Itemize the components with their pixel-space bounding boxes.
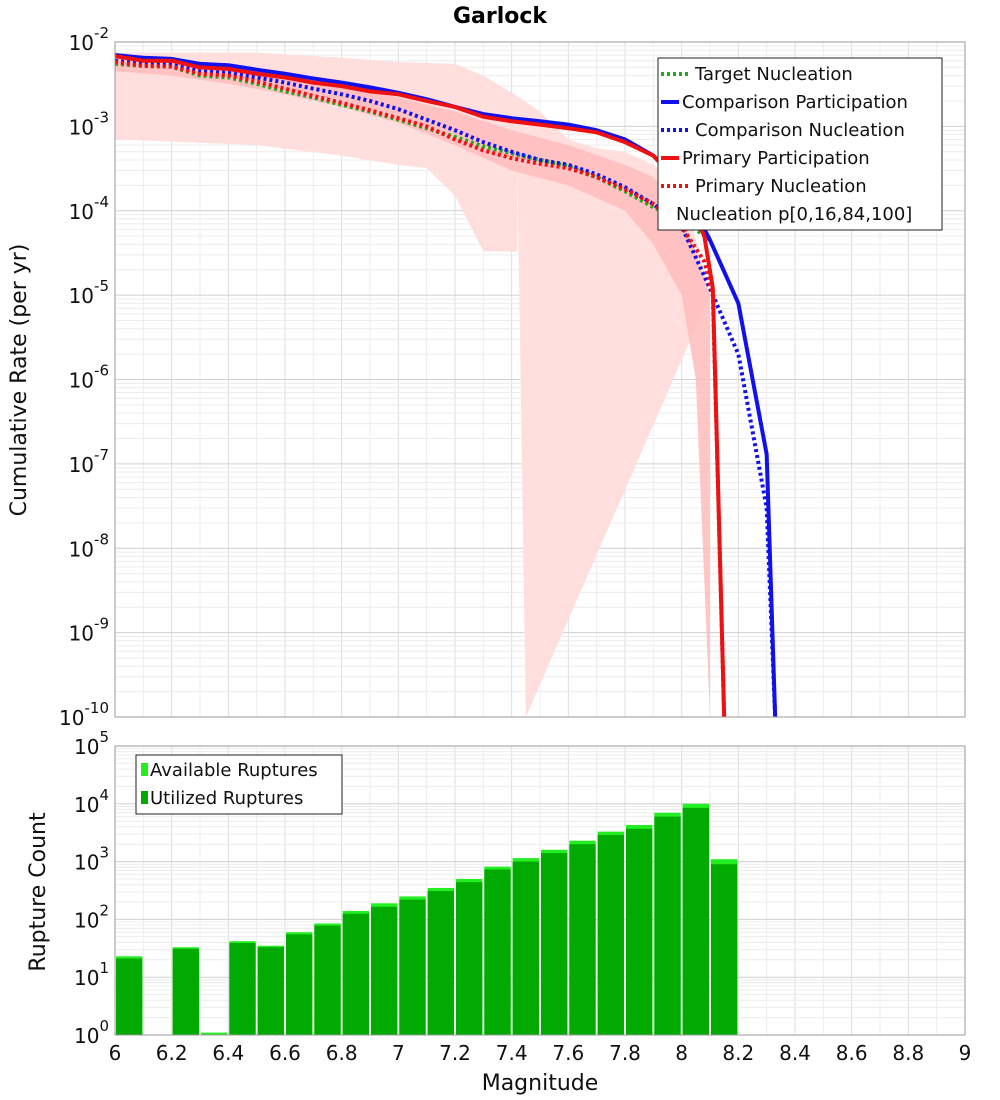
top-y-tick-label: 10-5 xyxy=(69,277,109,308)
bottom-y-tick-label: 104 xyxy=(74,786,109,817)
bar-utilized-ruptures xyxy=(541,853,568,1035)
x-tick-label: 7.4 xyxy=(496,1041,528,1065)
legend-label-comparison-nucleation: Comparison Nucleation xyxy=(695,120,905,141)
bar-utilized-ruptures xyxy=(597,834,624,1035)
x-tick-label: 6.4 xyxy=(212,1041,244,1065)
x-tick-label: 7 xyxy=(392,1041,405,1065)
rupture-count-bars xyxy=(116,803,738,1035)
x-tick-label: 6.2 xyxy=(156,1041,188,1065)
bar-utilized-ruptures xyxy=(456,882,483,1035)
x-tick-label: 7.8 xyxy=(609,1041,641,1065)
legend-swatch-utilized-ruptures xyxy=(141,791,148,804)
series-line-target-nucleation xyxy=(114,61,712,242)
top-y-tick-label: 10-6 xyxy=(69,362,109,393)
legend-label-available-ruptures: Available Ruptures xyxy=(150,760,318,781)
bar-available-ruptures xyxy=(201,1032,228,1035)
top-y-tick-label: 10-2 xyxy=(69,24,109,55)
bottom-y-tick-label: 105 xyxy=(74,728,109,759)
legend-label-comparison-participation: Comparison Participation xyxy=(682,92,908,113)
bar-utilized-ruptures xyxy=(654,816,681,1035)
x-tick-label: 6.6 xyxy=(269,1041,301,1065)
x-axis-label: Magnitude xyxy=(482,1071,599,1096)
legend-label-nucleation-percentiles: Nucleation p[0,16,84,100] xyxy=(676,204,912,225)
legend-swatch-available-ruptures xyxy=(141,763,148,776)
x-tick-label: 6.8 xyxy=(326,1041,358,1065)
bar-utilized-ruptures xyxy=(116,958,143,1035)
legend-label-primary-participation: Primary Participation xyxy=(682,148,870,169)
legend-label-target-nucleation: Target Nucleation xyxy=(694,64,853,85)
bar-utilized-ruptures xyxy=(229,943,256,1035)
bottom-y-tick-label: 102 xyxy=(74,901,109,932)
bottom-plot-frame xyxy=(114,745,966,1036)
bottom-legend: Available Ruptures Utilized Ruptures xyxy=(135,754,343,815)
x-tick-label: 7.2 xyxy=(439,1041,471,1065)
legend-label-primary-nucleation: Primary Nucleation xyxy=(695,176,867,197)
top-y-tick-label: 10-7 xyxy=(69,446,109,477)
x-tick-label: 8.4 xyxy=(779,1041,811,1065)
top-y-axis-label: Cumulative Rate (per yr) xyxy=(7,244,32,517)
bar-utilized-ruptures xyxy=(286,934,313,1035)
bar-utilized-ruptures xyxy=(257,947,284,1035)
series-line-comparison-nucleation xyxy=(114,58,778,718)
bar-utilized-ruptures xyxy=(569,844,596,1035)
bar-utilized-ruptures xyxy=(711,864,738,1035)
top-y-tick-label: 10-8 xyxy=(69,530,109,561)
bottom-y-tick-label: 103 xyxy=(74,844,109,875)
bar-utilized-ruptures xyxy=(427,890,454,1035)
bottom-y-axis-label: Rupture Count xyxy=(26,812,51,972)
bottom-y-tick-label: 100 xyxy=(74,1017,109,1048)
bar-utilized-ruptures xyxy=(371,906,398,1035)
top-legend-box xyxy=(657,57,943,231)
nucleation-percentile-band xyxy=(115,52,710,718)
bar-utilized-ruptures xyxy=(399,899,426,1035)
top-y-tick-labels: 10-10 10-9 10-8 10-7 10-6 10-5 10-4 10-3 10-2 xyxy=(59,24,109,730)
x-tick-label: 7.6 xyxy=(552,1041,584,1065)
x-tick-label: 6 xyxy=(109,1041,122,1065)
bar-utilized-ruptures xyxy=(682,807,709,1035)
bar-utilized-ruptures xyxy=(172,948,199,1035)
top-legend: Target Nucleation Comparison Participati… xyxy=(657,57,943,231)
bottom-legend-box xyxy=(135,754,343,815)
bottom-plot: 100 101 102 103 104 105 6 6.2 6.4 6.6 6.8 7 7.2 7.4 7… xyxy=(26,728,971,1096)
bar-utilized-ruptures xyxy=(626,828,653,1035)
x-tick-label: 8.8 xyxy=(892,1041,924,1065)
x-tick-label: 9 xyxy=(959,1041,972,1065)
legend-label-utilized-ruptures: Utilized Ruptures xyxy=(150,788,303,809)
top-plot: 10-10 10-9 10-8 10-7 10-6 10-5 10-4 10-3 10-2 Cu… xyxy=(7,24,966,730)
x-tick-label: 8 xyxy=(675,1041,688,1065)
top-plot-frame xyxy=(114,41,966,718)
nucleation-band-outer xyxy=(115,52,710,718)
chart-title: Garlock xyxy=(453,4,548,29)
top-y-tick-label: 10-9 xyxy=(69,615,109,646)
bar-utilized-ruptures xyxy=(512,861,539,1035)
x-tick-label: 8.6 xyxy=(836,1041,868,1065)
top-y-tick-label: 10-10 xyxy=(59,699,109,730)
top-y-tick-label: 10-3 xyxy=(69,108,109,139)
x-tick-label: 8.2 xyxy=(722,1041,754,1065)
bar-utilized-ruptures xyxy=(314,925,341,1035)
x-tick-labels: 6 6.2 6.4 6.6 6.8 7 7.2 7.4 7.6 7.8 8 8.2 8.4 8.6 8.8 9 xyxy=(109,1041,972,1065)
top-y-tick-label: 10-4 xyxy=(69,193,109,224)
bar-utilized-ruptures xyxy=(484,869,511,1035)
bottom-y-tick-label: 101 xyxy=(74,959,109,990)
bottom-y-tick-labels: 100 101 102 103 104 105 xyxy=(74,728,109,1048)
bar-utilized-ruptures xyxy=(342,913,369,1035)
